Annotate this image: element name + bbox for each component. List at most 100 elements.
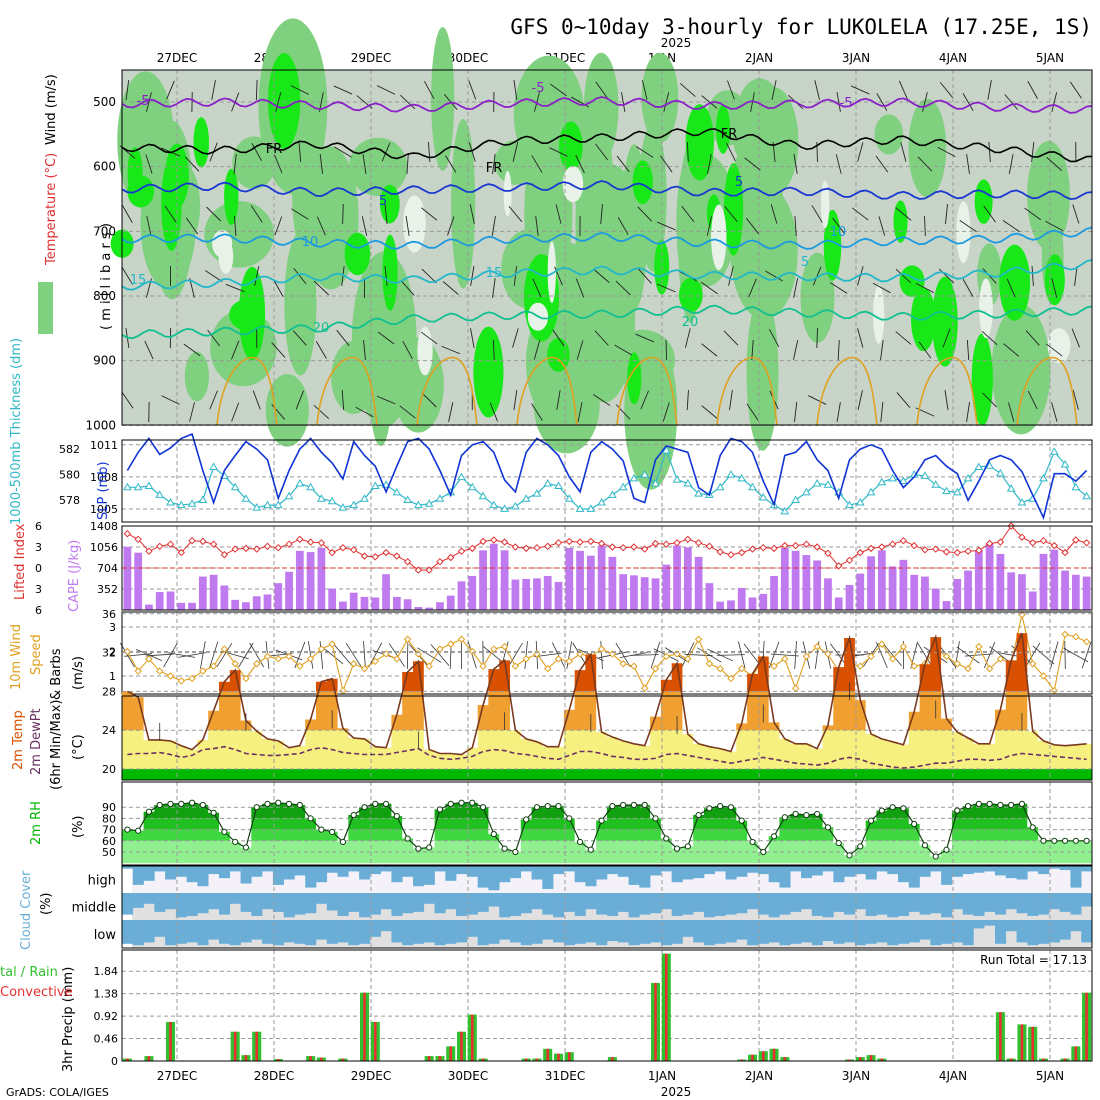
- cape-bar: [964, 570, 972, 610]
- wind-barb: [600, 203, 603, 225]
- wind-barb: [637, 268, 652, 284]
- wind-barb: [768, 328, 780, 348]
- cloud-cover-cell: [186, 866, 198, 883]
- rh-humid-area: [800, 252, 835, 343]
- cape-bar: [576, 550, 584, 610]
- wind-barb: [254, 266, 260, 286]
- lifted-index-marker: [403, 557, 412, 566]
- isotherm-15: [121, 259, 1093, 291]
- wind10-speed-marker: [263, 652, 272, 661]
- rh-humid-area: [991, 304, 1051, 435]
- cloud-cover-cell: [757, 866, 769, 875]
- thickness-marker: [1049, 447, 1059, 455]
- cloud-cover-cell: [768, 866, 780, 883]
- cloud-cover-cell: [359, 866, 371, 880]
- wind10-barb: [406, 640, 409, 670]
- thickness-marker: [608, 490, 617, 498]
- cloud-cover-cell: [1038, 920, 1050, 944]
- cloud-cover-cell: [305, 920, 317, 946]
- credit-label: GrADS: COLA/IGES: [6, 1086, 109, 1099]
- lifted-index-marker: [414, 566, 423, 574]
- rh-saturated-area: [893, 200, 908, 243]
- cape-bar: [339, 601, 347, 610]
- rh-dry-area: [562, 166, 584, 203]
- wind-barb: [1031, 265, 1034, 287]
- lifted-index-marker: [511, 543, 520, 551]
- wind-barb: [915, 282, 935, 294]
- rh-humid-area: [284, 231, 317, 376]
- lifted-index-marker: [1061, 548, 1069, 557]
- cloud-cover-cell: [714, 920, 726, 944]
- precip-convective-bar: [309, 1056, 312, 1061]
- bottom-year-label: 2025: [661, 1085, 692, 1099]
- wind-barb: [376, 395, 396, 405]
- wind10-speed-marker: [694, 635, 703, 643]
- cloud-cover-cell: [369, 866, 381, 875]
- cloud-cover-cell: [380, 893, 392, 910]
- lifted-index-marker: [651, 539, 660, 548]
- wind-barb: [384, 204, 388, 224]
- wind-barb: [469, 204, 475, 224]
- wind-barb: [376, 85, 396, 95]
- bottom-date-label: 3JAN: [842, 1069, 870, 1083]
- cape-tick-label: 352: [97, 583, 118, 596]
- wind-barb: [402, 340, 413, 360]
- slp-tick-label: 1005: [90, 503, 118, 516]
- temp-tick-label: 36: [102, 608, 116, 621]
- wind-barb: [447, 216, 455, 236]
- wind-barb: [293, 267, 307, 285]
- lifted-index-marker: [975, 546, 983, 555]
- cloud-cover-cell: [811, 920, 823, 946]
- wind-barb: [1051, 278, 1058, 298]
- bottom-date-label: 27DEC: [157, 1069, 197, 1083]
- wind-barb: [616, 155, 630, 173]
- lifted-index-marker: [425, 566, 433, 574]
- lifted-index-marker: [285, 540, 293, 548]
- wind-barb: [122, 205, 133, 223]
- precip-convective-bar: [1009, 1058, 1013, 1061]
- wind-barb: [1074, 266, 1078, 286]
- lifted-index-marker: [662, 540, 670, 548]
- rh-saturated-area: [685, 104, 714, 181]
- thickness-marker: [597, 498, 606, 506]
- wind-barb: [684, 328, 691, 348]
- precip-convective-bar: [611, 1057, 614, 1061]
- cape-bar: [942, 601, 951, 610]
- wind10-barb: [910, 641, 918, 669]
- cape-bar: [392, 596, 401, 610]
- wind10-speed-marker: [328, 640, 336, 648]
- warm-contour: [1016, 356, 1078, 426]
- lifted-index-marker: [339, 543, 347, 552]
- thickness-marker: [176, 500, 186, 509]
- wind10-speed-marker: [705, 660, 714, 668]
- rh-saturated-area: [971, 333, 993, 426]
- precip-tick-label: 0: [111, 1055, 118, 1068]
- cloud-cover-cell: [596, 866, 608, 880]
- wind-barb: [342, 203, 344, 225]
- wind-barb: [125, 80, 130, 100]
- cloud-cover-cell: [833, 893, 845, 912]
- cloud-cover-cell: [1081, 866, 1093, 872]
- rh2m-band: [143, 818, 1039, 830]
- cape-bar: [856, 573, 865, 610]
- rh-humid-area: [494, 140, 535, 185]
- thickness-marker: [629, 473, 639, 482]
- wind-barb: [621, 92, 626, 112]
- wind-barb: [1002, 219, 1020, 233]
- cloud-cover-cell: [714, 893, 726, 916]
- cloud-cover-cell: [1048, 866, 1060, 869]
- cloud-cover-cell: [294, 866, 306, 876]
- lifted-index-marker: [597, 539, 606, 548]
- wind-barb: [814, 80, 820, 100]
- bottom-date-label: 4JAN: [939, 1069, 967, 1083]
- wind10-speed-marker: [447, 640, 455, 648]
- cloud-cover-cell: [305, 893, 317, 914]
- rh2m-marker: [501, 845, 508, 852]
- cloud-cover-cell: [822, 893, 834, 918]
- wind-barb: [445, 155, 457, 173]
- cloud-cover-cell: [747, 893, 759, 910]
- cloud-cover-cell: [898, 866, 910, 883]
- wind-barb: [1045, 220, 1064, 232]
- temp-line: [127, 632, 1087, 756]
- cloud-cover-cell: [240, 866, 252, 884]
